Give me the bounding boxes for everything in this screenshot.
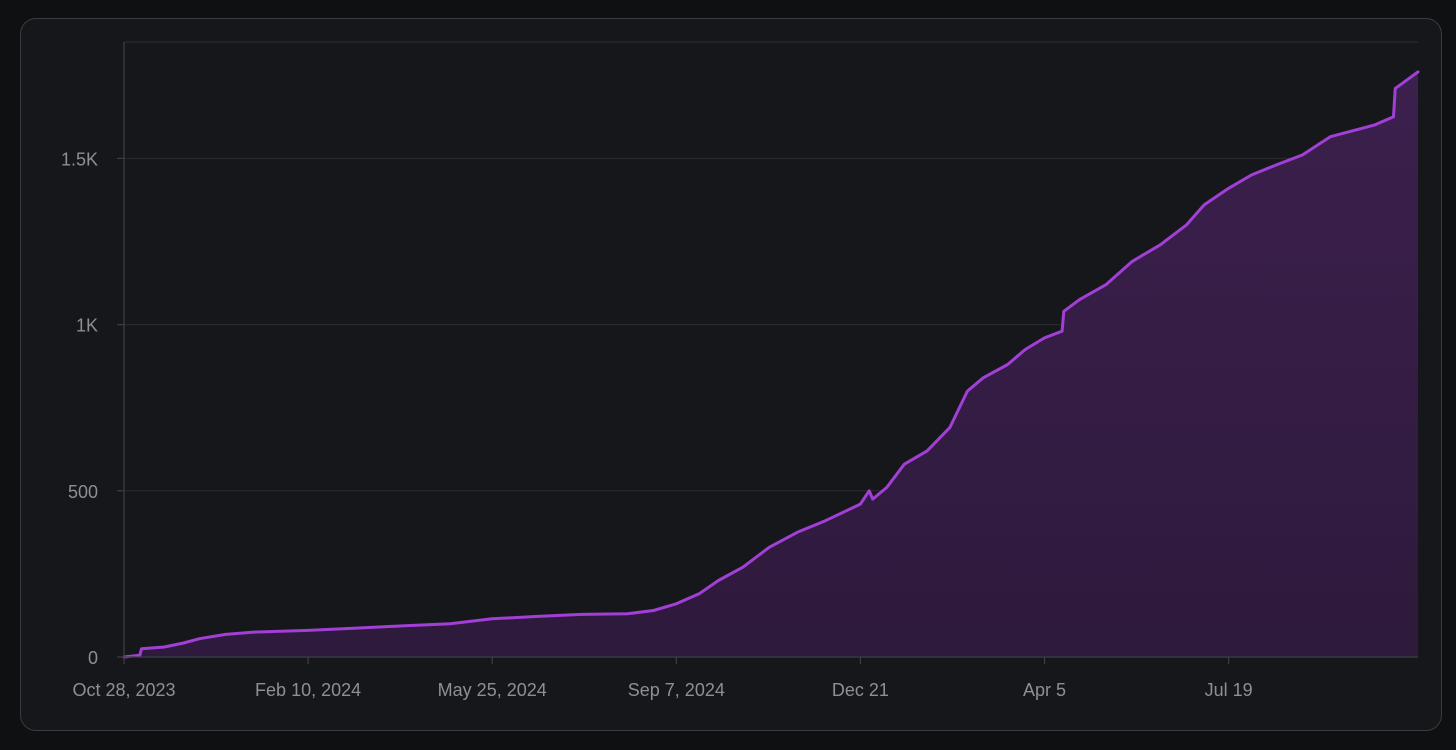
x-tick-label: Jul 19 [1205,680,1253,700]
y-axis-ticks: 0 500 1K 1.5K [61,149,124,668]
y-tick-label: 1K [76,316,98,336]
axes [123,42,1418,658]
y-tick-label: 500 [68,482,98,502]
plot-area [122,70,1420,659]
x-tick-label: Dec 21 [832,680,889,700]
y-tick-label: 1.5K [61,149,98,169]
series-area [124,71,1418,657]
x-tick-label: Apr 5 [1023,680,1066,700]
x-tick-label: May 25, 2024 [438,680,547,700]
series-line [122,70,1420,659]
x-axis-ticks: Oct 28, 2023 Feb 10, 2024 May 25, 2024 Sep … [72,657,1253,700]
y-tick-label: 0 [88,648,98,668]
x-tick-label: Sep 7, 2024 [628,680,725,700]
x-tick-label: Feb 10, 2024 [255,680,361,700]
x-tick-label: Oct 28, 2023 [72,680,175,700]
